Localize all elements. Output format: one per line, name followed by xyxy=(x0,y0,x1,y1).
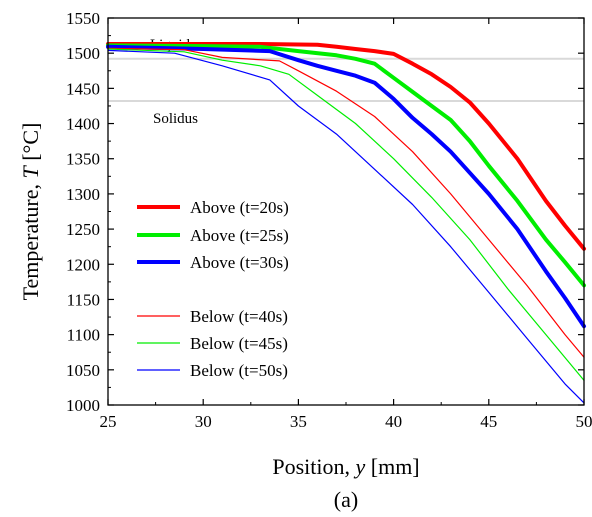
y-tick-label: 1250 xyxy=(66,220,100,239)
y-tick-label: 1450 xyxy=(66,79,100,98)
y-tick-label: 1200 xyxy=(66,255,100,274)
y-tick-label: 1400 xyxy=(66,115,100,134)
legend: Above (t=20s) Above (t=25s) Above (t=30s) B… xyxy=(137,198,289,380)
legend-label-3: Below (t=40s) xyxy=(190,307,288,326)
y-tick-label: 1350 xyxy=(66,150,100,169)
y-axis-label: Temperature, T [°C] xyxy=(18,123,43,301)
series-line-1 xyxy=(106,43,586,288)
x-axis-label: Position, y [mm] xyxy=(272,454,419,479)
y-tick-label: 1550 xyxy=(66,9,100,28)
y-axis-ticks: 1000 1050 1100 1150 1200 1250 1300 1350 1400 1450… xyxy=(66,9,584,415)
series-lines xyxy=(106,42,586,404)
x-tick-label: 50 xyxy=(576,412,592,431)
x-axis-ticks: 25 30 35 40 45 50 xyxy=(100,18,592,431)
y-tick-label: 1300 xyxy=(66,185,100,204)
series-line-0 xyxy=(106,42,586,251)
y-tick-label: 1100 xyxy=(67,326,100,345)
legend-label-4: Below (t=45s) xyxy=(190,334,288,353)
x-tick-label: 30 xyxy=(195,412,212,431)
y-tick-label: 1050 xyxy=(66,361,100,380)
figure-caption: (a) xyxy=(334,487,358,512)
x-tick-label: 45 xyxy=(480,412,497,431)
series-line-3 xyxy=(107,47,585,358)
legend-label-0: Above (t=20s) xyxy=(190,198,289,217)
x-tick-label: 40 xyxy=(385,412,402,431)
y-tick-label: 1500 xyxy=(66,44,100,63)
legend-label-1: Above (t=25s) xyxy=(190,226,289,245)
y-tick-label: 1000 xyxy=(66,396,100,415)
series-line-2 xyxy=(106,44,586,329)
series-line-4 xyxy=(107,48,585,381)
series-line-5 xyxy=(107,49,585,404)
x-tick-label: 35 xyxy=(290,412,307,431)
legend-label-2: Above (t=30s) xyxy=(190,253,289,272)
reference-label-1: Solidus xyxy=(153,111,198,127)
y-tick-label: 1150 xyxy=(67,290,100,309)
legend-label-5: Below (t=50s) xyxy=(190,361,288,380)
x-tick-label: 25 xyxy=(100,412,117,431)
plot-frame xyxy=(107,17,585,406)
